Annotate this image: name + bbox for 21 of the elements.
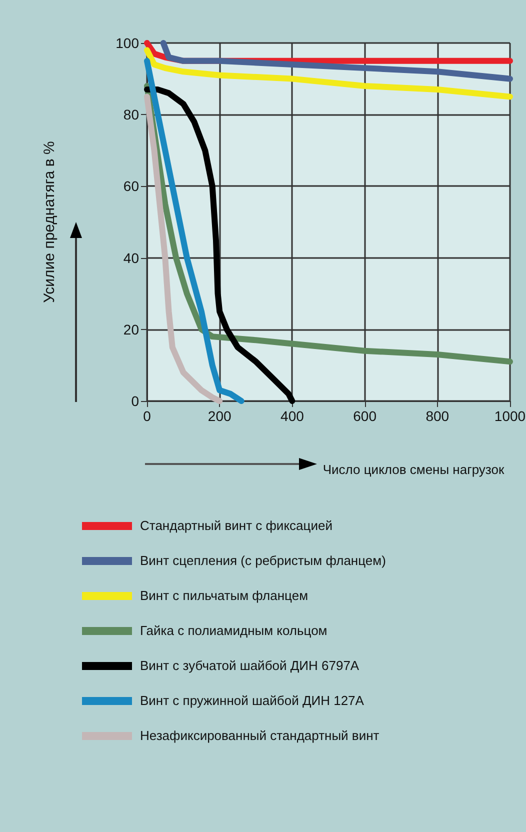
legend-label: Винт с пружинной шайбой ДИН 127A (140, 693, 364, 708)
x-tick-label: 1000 (494, 408, 526, 424)
y-tick-label: 100 (116, 35, 140, 51)
legend-label: Гайка с полиамидным кольцом (140, 623, 328, 638)
x-tick-label: 400 (280, 408, 304, 424)
y-tick-label: 60 (123, 178, 140, 194)
y-tick-label: 80 (123, 106, 140, 123)
legend-label: Незафиксированный стандартный винт (140, 728, 380, 743)
y-axis-title: Усилие преднатяга в % (41, 141, 58, 303)
legend-label: Винт с пильчатым фланцем (140, 588, 308, 603)
x-tick-label: 600 (353, 408, 377, 424)
x-tick-label: 200 (208, 408, 232, 424)
y-tick-label: 20 (123, 321, 140, 338)
x-axis-title: Число циклов смены нагрузок (322, 462, 504, 477)
x-tick-label: 800 (426, 408, 450, 424)
x-tick-label: 0 (143, 408, 152, 424)
legend-label: Стандартный винт с фиксацией (140, 518, 332, 533)
legend-label: Винт сцепления (с ребристым фланцем) (140, 553, 386, 568)
legend-label: Винт с зубчатой шайбой ДИН 6797A (140, 658, 360, 673)
y-tick-label: 0 (131, 393, 140, 409)
y-tick-label: 40 (123, 250, 140, 266)
